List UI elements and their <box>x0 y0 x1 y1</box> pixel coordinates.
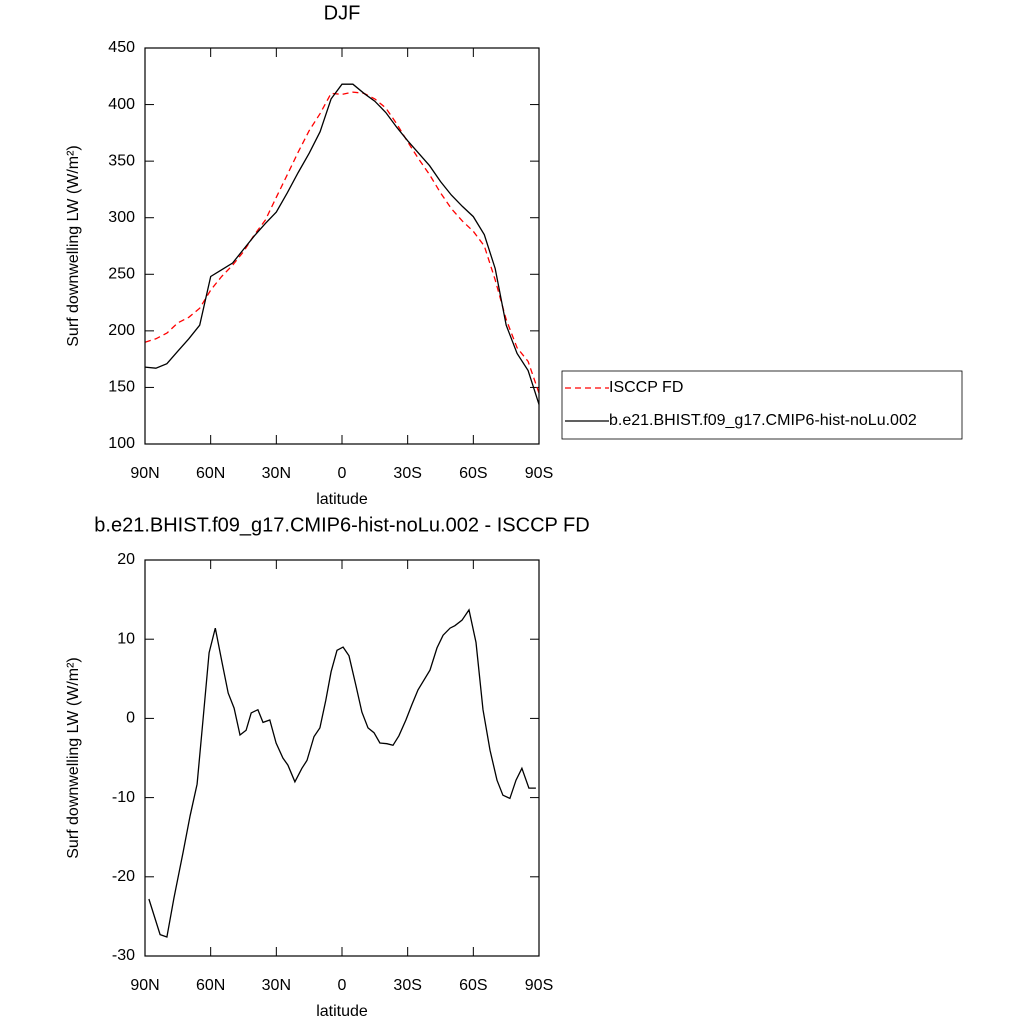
x-tick-label: 60S <box>459 977 487 994</box>
y-tick-label: 400 <box>108 96 135 113</box>
y-tick-label: 0 <box>126 710 135 727</box>
series-line <box>144 83 540 405</box>
x-tick-label: 90S <box>525 977 553 994</box>
x-tick-label: 30N <box>262 977 291 994</box>
chart-title: DJF <box>324 2 361 24</box>
x-axis-label: latitude <box>316 1003 368 1020</box>
chart-title: b.e21.BHIST.f09_g17.CMIP6-hist-noLu.002 … <box>94 514 589 536</box>
x-tick-label: 90S <box>525 465 553 482</box>
legend-label: b.e21.BHIST.f09_g17.CMIP6-hist-noLu.002 <box>609 412 917 429</box>
y-tick-label: 100 <box>108 435 135 452</box>
x-tick-label: 30S <box>393 977 421 994</box>
series-line <box>144 91 540 394</box>
plot-frame <box>144 47 540 445</box>
x-tick-label: 90N <box>130 977 159 994</box>
y-tick-label: -30 <box>112 947 135 964</box>
y-tick-label: 350 <box>108 152 135 169</box>
y-tick-label: 450 <box>108 39 135 56</box>
x-tick-label: 60N <box>196 977 225 994</box>
y-tick-label: 200 <box>108 322 135 339</box>
plot-frame <box>144 559 540 957</box>
legend-box <box>561 370 963 440</box>
x-tick-label: 0 <box>338 977 347 994</box>
x-tick-label: 90N <box>130 465 159 482</box>
y-tick-label: 150 <box>108 379 135 396</box>
x-tick-label: 60N <box>196 465 225 482</box>
y-axis-label: Surf downwelling LW (W/m²) <box>65 145 82 347</box>
y-tick-label: 20 <box>117 551 135 568</box>
x-tick-label: 30S <box>393 465 421 482</box>
y-tick-label: 300 <box>108 209 135 226</box>
x-tick-label: 60S <box>459 465 487 482</box>
x-tick-label: 0 <box>338 465 347 482</box>
y-axis-label: Surf downwelling LW (W/m²) <box>65 657 82 859</box>
y-tick-label: -10 <box>112 789 135 806</box>
y-tick-label: 10 <box>117 630 135 647</box>
x-axis-label: latitude <box>316 491 368 508</box>
series-line <box>148 608 536 938</box>
y-tick-label: -20 <box>112 868 135 885</box>
legend-label: ISCCP FD <box>609 379 683 396</box>
y-tick-label: 250 <box>108 266 135 283</box>
x-tick-label: 30N <box>262 465 291 482</box>
